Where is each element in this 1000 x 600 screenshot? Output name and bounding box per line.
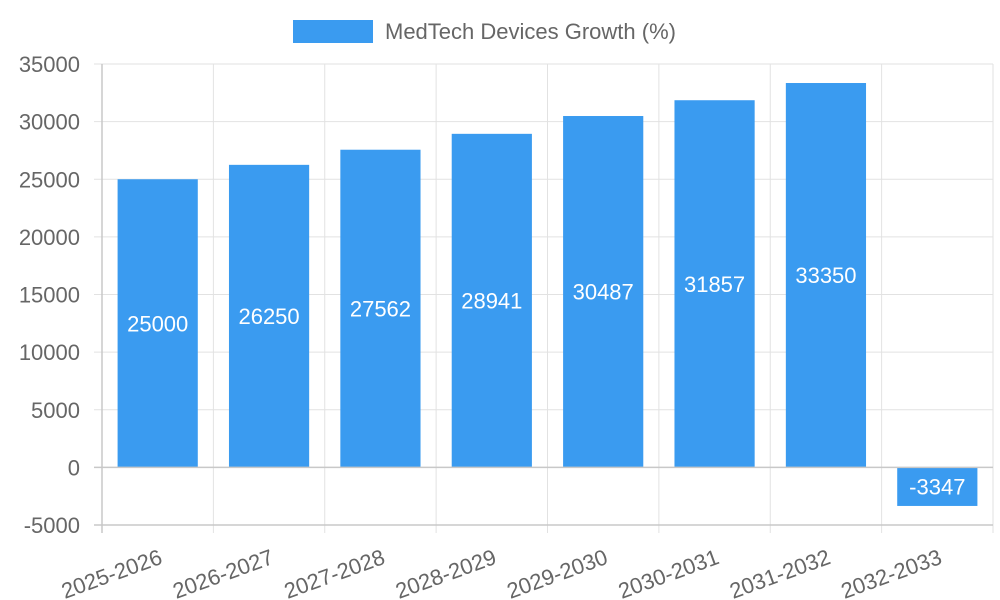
bar[interactable] xyxy=(563,116,644,468)
x-tick-label: 2026-2027 xyxy=(169,544,276,600)
legend-label: MedTech Devices Growth (%) xyxy=(385,19,676,44)
y-tick-label: 10000 xyxy=(19,340,80,365)
data-label: 26250 xyxy=(238,304,299,329)
x-tick-label: 2032-2033 xyxy=(838,544,945,600)
y-tick-label: 5000 xyxy=(31,398,80,423)
x-tick-label: 2029-2030 xyxy=(503,544,610,600)
y-tick-label: 30000 xyxy=(19,110,80,135)
data-label: 27562 xyxy=(350,297,411,322)
bar[interactable] xyxy=(897,467,978,506)
x-tick-label: 2028-2029 xyxy=(392,544,499,600)
bar[interactable] xyxy=(451,133,532,468)
data-label: -3347 xyxy=(909,475,965,500)
x-tick-label: 2025-2026 xyxy=(58,544,165,600)
x-tick-label: 2031-2032 xyxy=(726,544,833,600)
x-tick-label: 2030-2031 xyxy=(615,544,722,600)
data-label: 33350 xyxy=(795,263,856,288)
bar[interactable] xyxy=(340,149,421,468)
data-label: 28941 xyxy=(461,289,522,314)
y-tick-label: -5000 xyxy=(24,513,80,538)
y-tick-label: 20000 xyxy=(19,225,80,250)
legend-swatch xyxy=(293,20,373,43)
data-label: 30487 xyxy=(573,280,634,305)
x-tick-label: 2027-2028 xyxy=(281,544,388,600)
data-label: 25000 xyxy=(127,311,188,336)
y-tick-label: 35000 xyxy=(19,52,80,77)
y-tick-label: 15000 xyxy=(19,283,80,308)
data-label: 31857 xyxy=(684,272,745,297)
bar[interactable] xyxy=(674,100,755,468)
bar[interactable] xyxy=(117,179,198,468)
bar[interactable] xyxy=(785,83,867,468)
legend[interactable]: MedTech Devices Growth (%) xyxy=(293,19,676,44)
y-tick-label: 25000 xyxy=(19,167,80,192)
bars: 25000 26250 27562 28941 30487 31857 33350 -3347 xyxy=(117,83,978,506)
y-tick-label: 0 xyxy=(68,455,80,480)
bar[interactable] xyxy=(228,164,310,468)
